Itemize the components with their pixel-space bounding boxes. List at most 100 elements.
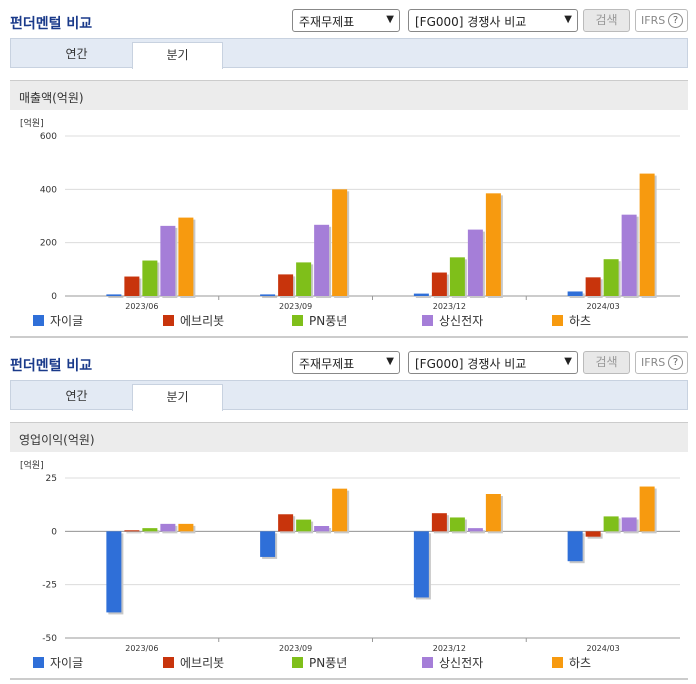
panel-revenue: 펀더멘털 비교 주재무제표 ▼ [FG000] 경쟁사 비교 ▼ 검색 IFRS…: [10, 9, 688, 338]
bar: [431, 272, 447, 296]
x-tick-label: 2023/06: [125, 302, 158, 311]
legend-item[interactable]: 상신전자: [422, 654, 483, 671]
y-tick-label: 400: [40, 185, 57, 195]
period-tabs: 연간 분기: [10, 380, 688, 411]
legend-swatch: [422, 657, 433, 668]
bar: [585, 277, 601, 296]
bar: [124, 276, 140, 296]
unit-label: [억원]: [20, 459, 44, 471]
bar: [621, 214, 637, 296]
ifrs-label: IFRS: [641, 356, 666, 369]
ifrs-button[interactable]: IFRS ?: [635, 9, 688, 32]
bar: [603, 259, 619, 296]
compare-select-value: [FG000] 경쟁사 비교: [415, 357, 527, 371]
bar: [332, 488, 348, 532]
help-icon[interactable]: ?: [668, 355, 683, 370]
bar: [142, 260, 158, 296]
legend-swatch: [163, 657, 174, 668]
x-tick-label: 2023/09: [279, 644, 312, 653]
legend-label: PN풍년: [309, 314, 348, 328]
chart-legend: 자이글 에브리봇 PN풍년 상신전자 하츠: [10, 654, 688, 672]
legend-swatch: [292, 315, 303, 326]
tab-quarterly[interactable]: 분기: [132, 42, 223, 69]
panel-title: 펀더멘털 비교: [10, 16, 93, 32]
panel-operating-profit: 펀더멘털 비교 주재무제표 ▼ [FG000] 경쟁사 비교 ▼ 검색 IFRS…: [0, 342, 696, 684]
legend-item[interactable]: PN풍년: [292, 654, 347, 671]
x-tick-label: 2023/12: [433, 644, 466, 653]
legend-label: 자이글: [50, 314, 84, 328]
chart-subtitle-bar: 영업이익(억원): [10, 422, 688, 452]
legend-label: 상신전자: [439, 314, 484, 328]
compare-select-value: [FG000] 경쟁사 비교: [415, 15, 527, 29]
bar: [621, 517, 637, 532]
bar: [314, 526, 330, 532]
chevron-down-icon: ▼: [564, 356, 572, 367]
bar-shadow: [126, 532, 142, 534]
statement-select[interactable]: 주재무제표 ▼: [292, 351, 400, 374]
legend-swatch: [422, 315, 433, 326]
ifrs-button[interactable]: IFRS ?: [635, 351, 688, 374]
y-tick-label: -50: [42, 634, 57, 644]
operating-profit-chart: [억원] -50 -25 0 25 2023/06 2023/09 2023/12 2024/0…: [20, 459, 680, 653]
legend-label: 하츠: [569, 314, 592, 328]
legend-label: 에브리봇: [180, 314, 225, 328]
bar: [449, 517, 465, 532]
x-tick-label: 2023/06: [125, 644, 158, 653]
statement-select-value: 주재무제표: [299, 15, 355, 29]
bar: [296, 519, 312, 532]
bar: [106, 294, 122, 296]
legend-swatch: [163, 315, 174, 326]
legend-item[interactable]: 하츠: [552, 654, 591, 671]
bar-shadow: [415, 295, 431, 298]
ifrs-label: IFRS: [641, 14, 666, 27]
bar-shadow: [144, 530, 160, 534]
bar-shadow: [108, 296, 124, 298]
legend-label: 상신전자: [439, 656, 484, 670]
legend-swatch: [552, 315, 563, 326]
legend-item[interactable]: PN풍년: [292, 312, 347, 329]
bar: [567, 531, 583, 562]
bar: [567, 291, 583, 296]
bar-shadow: [469, 530, 485, 534]
bar: [413, 293, 429, 296]
panel-title: 펀더멘털 비교: [10, 358, 93, 374]
legend-item[interactable]: 에브리봇: [163, 654, 224, 671]
legend-swatch: [552, 657, 563, 668]
statement-select[interactable]: 주재무제표 ▼: [292, 9, 400, 32]
bar: [639, 173, 655, 296]
bar: [467, 229, 483, 296]
chart-subtitle: 매출액(억원): [19, 91, 84, 105]
chart-legend: 자이글 에브리봇 PN풍년 상신전자 하츠: [10, 312, 688, 330]
search-button[interactable]: 검색: [583, 9, 630, 32]
statement-select-value: 주재무제표: [299, 357, 355, 371]
bar: [413, 531, 429, 598]
legend-item[interactable]: 자이글: [33, 312, 83, 329]
bar: [332, 189, 348, 296]
tab-annual[interactable]: 연간: [65, 47, 88, 61]
y-tick-label: 25: [46, 474, 57, 484]
search-button[interactable]: 검색: [583, 351, 630, 374]
divider: [10, 678, 688, 680]
bar: [485, 494, 501, 532]
bar: [296, 262, 312, 296]
compare-select[interactable]: [FG000] 경쟁사 비교 ▼: [408, 9, 578, 32]
bar: [142, 528, 158, 532]
legend-item[interactable]: 상신전자: [422, 312, 483, 329]
compare-select[interactable]: [FG000] 경쟁사 비교 ▼: [408, 351, 578, 374]
bar: [178, 523, 194, 532]
tab-quarterly[interactable]: 분기: [132, 384, 223, 411]
bar: [260, 531, 276, 557]
chart-subtitle-bar: 매출액(억원): [10, 80, 688, 110]
help-icon[interactable]: ?: [668, 13, 683, 28]
bar: [260, 294, 276, 296]
panel-header: 펀더멘털 비교 주재무제표 ▼ [FG000] 경쟁사 비교 ▼ 검색 IFRS…: [0, 342, 696, 380]
legend-item[interactable]: 하츠: [552, 312, 591, 329]
y-tick-label: 0: [51, 527, 57, 537]
bar: [160, 523, 176, 532]
legend-item[interactable]: 자이글: [33, 654, 83, 671]
tab-annual[interactable]: 연간: [65, 389, 88, 403]
bar: [449, 257, 465, 296]
legend-item[interactable]: 에브리봇: [163, 312, 224, 329]
bar: [485, 193, 501, 296]
x-tick-label: 2024/03: [587, 644, 620, 653]
